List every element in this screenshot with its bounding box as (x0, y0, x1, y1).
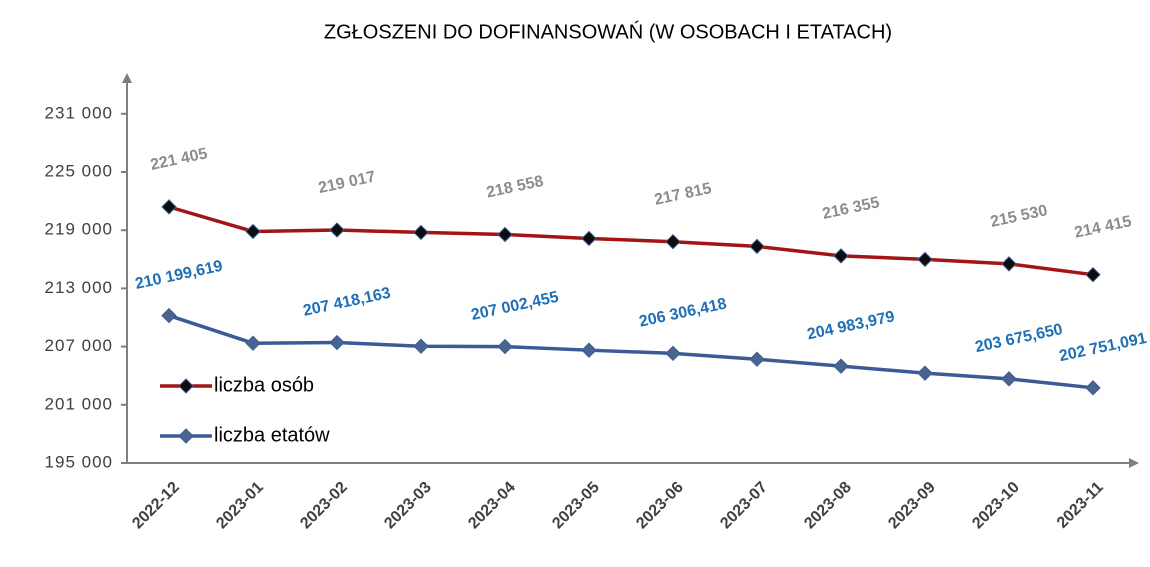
x-tick-label: 2023-06 (633, 479, 687, 533)
x-axis-arrow (1129, 458, 1139, 468)
data-label: 210 199,619 (134, 258, 225, 293)
data-point (413, 224, 429, 241)
data-label: 203 675,650 (974, 321, 1065, 356)
data-label: 202 751,091 (1058, 330, 1149, 365)
data-label: 221 405 (149, 145, 209, 174)
data-label: 216 355 (821, 194, 881, 223)
data-point (161, 199, 177, 215)
data-point (1085, 266, 1101, 283)
data-point (581, 342, 597, 358)
data-point (581, 230, 597, 247)
chart-title: ZGŁOSZENI DO DOFINANSOWAŃ (W OSOBACH I E… (324, 20, 892, 43)
x-tick-label: 2023-08 (801, 479, 855, 533)
data-point (749, 351, 765, 367)
y-tick-label: 225 000 (45, 161, 113, 180)
data-label: 217 815 (653, 180, 713, 209)
data-point (749, 238, 765, 255)
data-point (497, 338, 513, 355)
x-tick-label: 2023-10 (969, 479, 1023, 533)
data-point (245, 223, 261, 240)
x-tick-label: 2023-01 (213, 479, 267, 533)
series-line (168, 313, 1094, 390)
data-point (833, 248, 849, 264)
x-tick-label: 2023-04 (465, 479, 519, 533)
data-point (1085, 380, 1101, 396)
y-tick-label: 201 000 (45, 394, 113, 413)
y-tick-label: 195 000 (45, 452, 113, 471)
data-point (497, 226, 513, 243)
data-point (917, 251, 933, 268)
legend-label: liczba etatów (214, 424, 330, 446)
data-point (161, 307, 177, 324)
data-label: 206 306,418 (638, 295, 729, 330)
x-tick-label: 2023-07 (717, 479, 771, 533)
y-tick-label: 207 000 (45, 336, 113, 355)
x-tick-label: 2023-09 (885, 479, 939, 533)
data-label: 207 418,163 (302, 285, 393, 320)
y-axis-arrow (122, 73, 132, 83)
y-tick-label: 219 000 (45, 220, 113, 239)
y-tick-label: 231 000 (45, 103, 113, 122)
data-point (917, 365, 933, 381)
data-point (329, 334, 345, 351)
data-point (833, 358, 849, 374)
y-tick-label: 213 000 (45, 278, 113, 297)
data-point (665, 345, 681, 362)
data-label: 219 017 (317, 168, 377, 197)
legend-marker (178, 378, 194, 394)
data-label: 215 530 (989, 202, 1049, 231)
x-tick-label: 2023-05 (549, 479, 603, 533)
data-point (329, 222, 345, 238)
x-tick-label: 2023-11 (1054, 479, 1107, 532)
data-label: 207 002,455 (470, 289, 561, 324)
data-point (413, 338, 429, 354)
series-line (168, 205, 1094, 277)
data-point (1001, 256, 1017, 272)
legend-marker (178, 428, 194, 444)
data-label: 218 558 (485, 173, 545, 202)
data-point (1001, 371, 1017, 387)
data-label: 204 983,979 (806, 308, 897, 343)
legend-label: liczba osób (214, 374, 314, 396)
data-label: 214 415 (1073, 213, 1133, 242)
x-tick-label: 2023-03 (381, 479, 435, 533)
data-point (245, 335, 261, 351)
data-point (665, 233, 681, 250)
x-tick-label: 2022-12 (129, 479, 183, 533)
x-tick-label: 2023-02 (297, 479, 351, 533)
